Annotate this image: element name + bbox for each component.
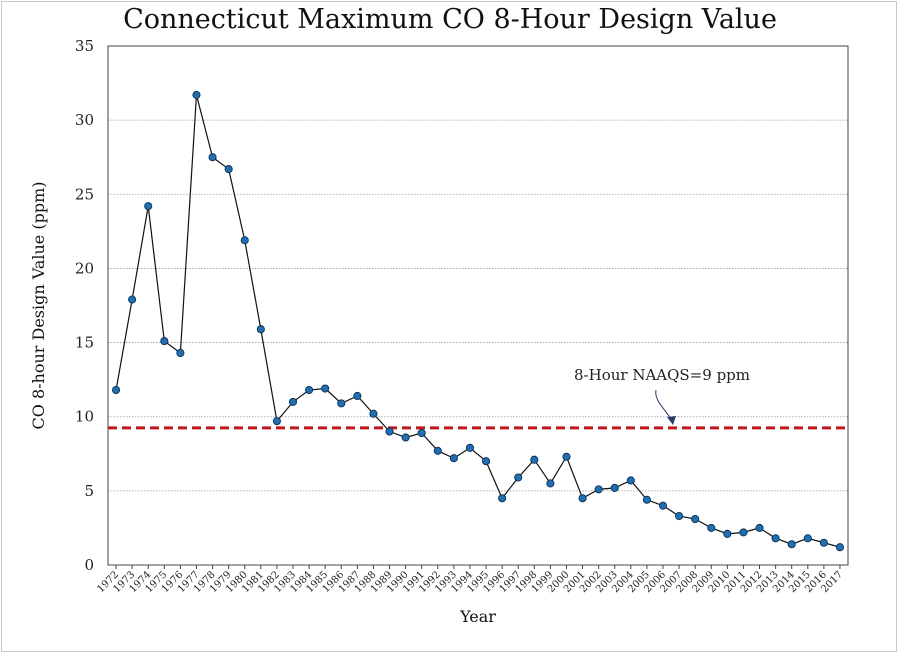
data-point-1993 (449, 454, 458, 463)
plot-area-border (107, 45, 849, 566)
data-point-1983 (288, 397, 298, 406)
y-tick-label-20: 20 (75, 259, 94, 277)
data-point-2014 (787, 540, 796, 549)
data-point-2009 (707, 523, 716, 532)
data-point-2006 (658, 501, 668, 510)
data-point-1998 (530, 455, 539, 464)
data-point-1985 (321, 384, 330, 393)
data-point-2002 (594, 485, 603, 494)
data-point-2010 (723, 529, 732, 538)
data-point-2017 (835, 543, 845, 552)
data-point-1996 (498, 494, 507, 503)
data-point-1997 (514, 473, 523, 482)
data-point-1988 (369, 409, 378, 418)
data-point-1972 (111, 385, 121, 395)
annotation-arrowhead (667, 416, 676, 425)
data-point-1975 (160, 337, 169, 346)
data-series (111, 90, 845, 552)
y-tick-label-0: 0 (84, 556, 94, 574)
data-point-1979 (224, 165, 233, 174)
y-tick-label-35: 35 (75, 37, 94, 55)
data-point-1974 (144, 202, 153, 211)
series-line (115, 94, 841, 548)
data-point-1987 (353, 391, 362, 401)
y-axis-label: CO 8-hour Design Value (ppm) (29, 181, 48, 429)
data-point-1981 (256, 325, 265, 334)
chart-title: Connecticut Maximum CO 8-Hour Design Val… (123, 4, 777, 35)
x-axis-ticks: 1972197319741975197619771978197919801981… (95, 565, 845, 595)
data-point-1994 (465, 443, 475, 452)
annotation-arrow (655, 389, 672, 420)
data-point-2011 (739, 528, 748, 537)
data-point-1984 (305, 385, 314, 395)
data-point-2015 (803, 534, 812, 543)
data-point-1978 (208, 153, 217, 162)
data-point-2001 (578, 494, 587, 503)
data-point-1989 (385, 427, 394, 436)
x-axis-label: Year (459, 607, 496, 626)
y-tick-label-5: 5 (84, 482, 94, 500)
y-tick-label-15: 15 (75, 334, 94, 352)
data-point-1982 (272, 417, 281, 426)
data-point-1990 (401, 433, 410, 442)
data-point-1976 (176, 348, 185, 358)
data-point-1973 (128, 295, 137, 304)
gridlines (108, 119, 848, 492)
data-point-1980 (240, 236, 249, 245)
data-point-1986 (337, 399, 346, 408)
data-point-2013 (771, 534, 780, 543)
data-point-1995 (481, 457, 491, 466)
y-tick-label-10: 10 (75, 408, 94, 426)
data-point-2004 (626, 476, 635, 485)
data-point-2012 (755, 523, 764, 532)
data-point-1977 (192, 90, 201, 99)
data-point-2000 (562, 452, 571, 461)
data-point-2016 (819, 538, 828, 547)
naaqs-annotation: 8-Hour NAAQS=9 ppm (574, 366, 750, 384)
data-point-2005 (642, 495, 651, 504)
data-point-1992 (433, 446, 442, 455)
data-point-2003 (610, 483, 619, 492)
data-point-1991 (417, 428, 426, 438)
y-tick-label-30: 30 (75, 111, 94, 129)
data-point-1999 (546, 479, 555, 488)
data-point-2008 (691, 514, 700, 524)
y-axis-ticks: 0 5 10 15 20 25 30 35 (75, 37, 94, 574)
y-tick-label-25: 25 (75, 185, 94, 203)
data-point-2007 (675, 512, 684, 521)
